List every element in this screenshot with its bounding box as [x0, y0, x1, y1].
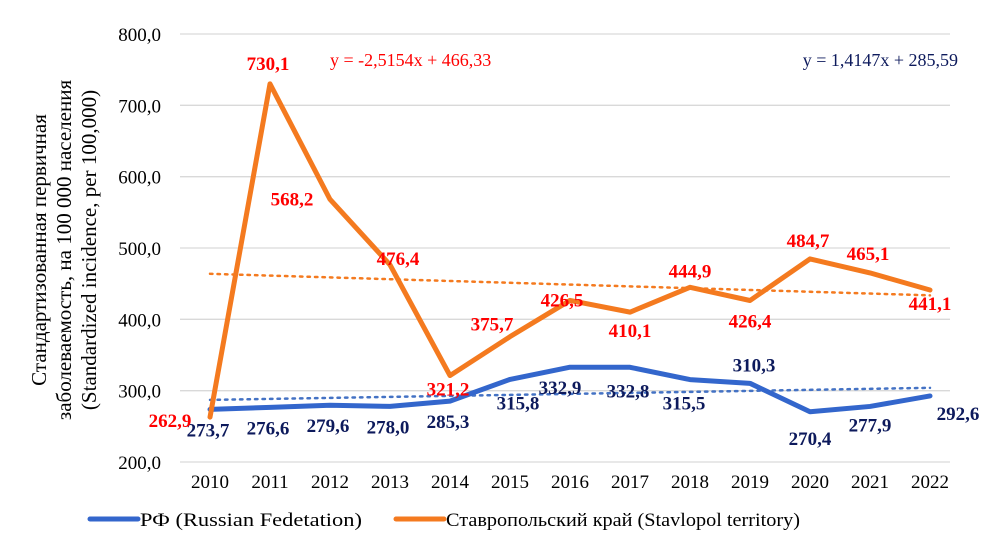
- data-label: 730,1: [247, 54, 290, 75]
- y-axis-label-line: Стандартизованная первичная: [27, 114, 51, 386]
- trendline-equation-rf: y = 1,4147x + 285,59: [803, 50, 958, 70]
- data-label: 426,5: [541, 290, 584, 311]
- x-tick-label: 2022: [911, 472, 949, 493]
- series-line-rf: [207, 364, 933, 415]
- legend-label-stavropol: Ставропольский край (Stavlopol territory…: [446, 510, 800, 531]
- x-tick-label: 2012: [311, 472, 349, 493]
- trendlines: [208, 272, 932, 402]
- y-tick-label: 400,0: [118, 310, 161, 331]
- data-label: 273,7: [187, 420, 230, 441]
- x-tick-label: 2018: [671, 472, 709, 493]
- x-tick-label: 2010: [191, 472, 229, 493]
- data-label: 279,6: [307, 416, 350, 437]
- data-label: 444,9: [669, 261, 712, 282]
- y-tick-label: 800,0: [118, 25, 161, 46]
- data-label: 465,1: [847, 244, 890, 265]
- data-label: 375,7: [471, 315, 514, 336]
- data-label: 270,4: [789, 429, 832, 450]
- data-label: 277,9: [849, 415, 892, 436]
- data-label: 410,1: [609, 321, 652, 342]
- x-tick-label: 2017: [611, 472, 649, 493]
- y-axis-label-line: (Standardized incidence, per 100,000): [77, 90, 101, 410]
- legend-label-rf: РФ (Russian Fedetation): [140, 510, 362, 531]
- x-axis-ticks: 2010 2011 2012 2013 2014 2015 2016 2017 2018 2019…: [191, 472, 949, 493]
- trendline-stavropol: [208, 272, 932, 297]
- y-axis-ticks: 200,0 300,0 400,0 500,0 600,0 700,0 800,0: [118, 25, 161, 474]
- data-label: 278,0: [367, 417, 410, 438]
- y-tick-label: 600,0: [118, 168, 161, 189]
- trendline-equation-stavropol: y = -2,5154x + 466,33: [330, 50, 491, 70]
- data-label: 568,2: [271, 189, 314, 210]
- x-tick-label: 2016: [551, 472, 589, 493]
- data-label: 285,3: [427, 412, 470, 433]
- trendline-rf: [208, 386, 932, 402]
- data-label: 292,6: [937, 404, 980, 425]
- y-axis-label-line: заболеваемость, на 100 000 населения: [52, 80, 76, 421]
- y-axis-label: Стандартизованная первичная заболеваемост…: [27, 80, 101, 421]
- data-label: 484,7: [787, 231, 830, 252]
- y-tick-label: 500,0: [118, 239, 161, 260]
- data-label: 262,9: [149, 411, 192, 432]
- gridlines: [180, 33, 950, 463]
- series-line-stavropol: [207, 81, 933, 420]
- data-label: 315,5: [663, 394, 706, 415]
- y-tick-label: 700,0: [118, 96, 161, 117]
- data-label: 332,8: [607, 381, 650, 402]
- data-label: 332,9: [539, 378, 582, 399]
- data-label: 276,6: [247, 418, 290, 439]
- data-label: 315,8: [497, 393, 540, 414]
- legend: РФ (Russian Fedetation) Ставропольский к…: [87, 510, 800, 531]
- series-lines: [207, 81, 933, 420]
- x-tick-label: 2020: [791, 472, 829, 493]
- trendline-equations: y = -2,5154x + 466,33 y = 1,4147x + 285,…: [330, 50, 958, 70]
- data-label: 441,1: [909, 294, 952, 315]
- x-tick-label: 2015: [491, 472, 529, 493]
- x-tick-label: 2014: [431, 472, 470, 493]
- y-tick-label: 200,0: [118, 453, 161, 474]
- x-tick-label: 2021: [851, 472, 889, 493]
- data-label: 426,4: [729, 312, 772, 333]
- x-tick-label: 2011: [251, 472, 288, 493]
- y-tick-label: 300,0: [118, 382, 161, 403]
- data-label: 310,3: [733, 355, 776, 376]
- data-label: 321,2: [427, 380, 470, 401]
- x-tick-label: 2013: [371, 472, 409, 493]
- data-label: 476,4: [377, 249, 420, 270]
- x-tick-label: 2019: [731, 472, 769, 493]
